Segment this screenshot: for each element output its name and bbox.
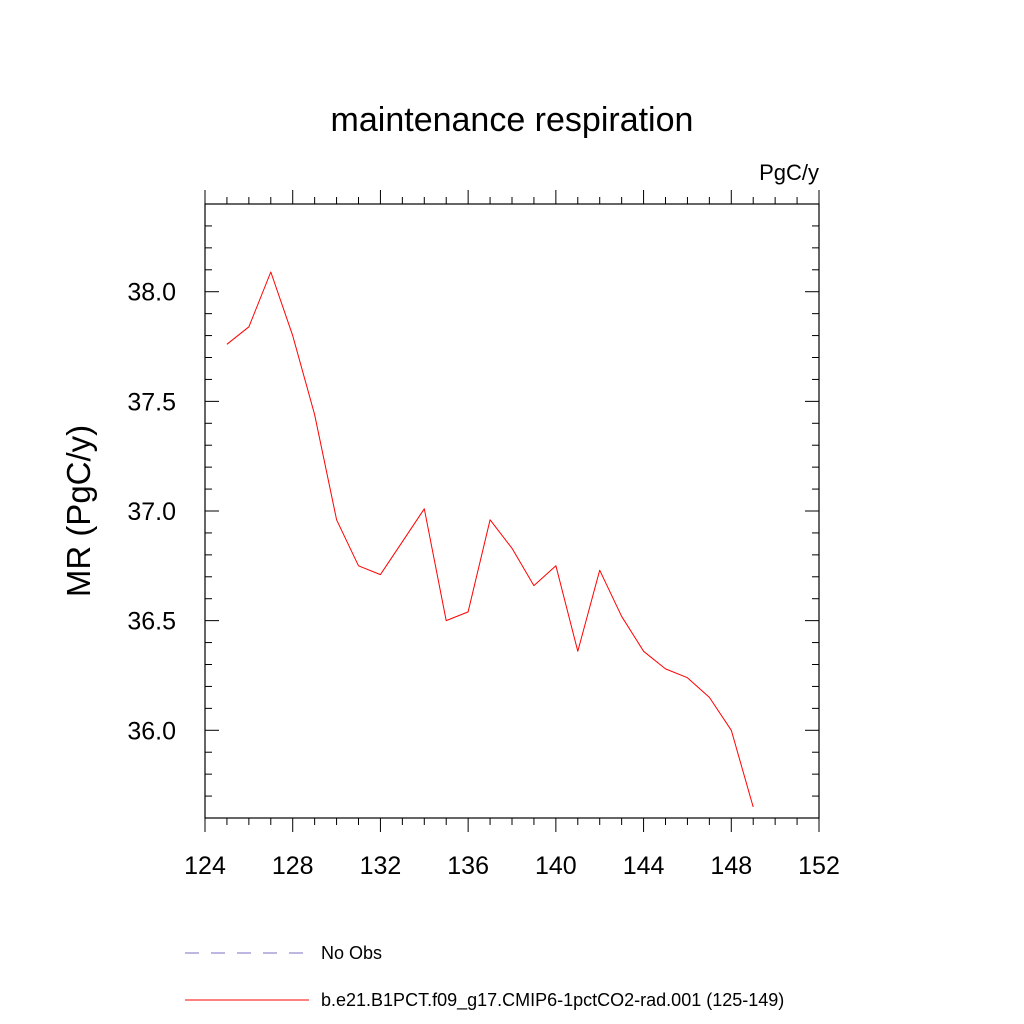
x-tick-label: 140 bbox=[535, 852, 577, 880]
legend-label-no-obs: No Obs bbox=[321, 943, 382, 963]
y-tick-label: 36.0 bbox=[127, 717, 176, 745]
series-line-1 bbox=[226, 271, 754, 808]
y-tick-label: 36.5 bbox=[127, 608, 176, 636]
x-tick-label: 128 bbox=[272, 852, 314, 880]
legend: No Obs b.e21.B1PCT.f09_g17.CMIP6-1pctCO2… bbox=[185, 943, 784, 1011]
x-tick-label: 152 bbox=[798, 852, 840, 880]
y-tick-label: 37.0 bbox=[127, 498, 176, 526]
y-tick-labels: 36.0 36.5 37.0 37.5 38.0 bbox=[127, 279, 176, 746]
x-tick-label: 124 bbox=[184, 852, 226, 880]
x-tick-label: 136 bbox=[447, 852, 489, 880]
y-axis-title: MR (PgC/y) bbox=[60, 425, 97, 597]
series-lines bbox=[226, 271, 754, 808]
legend-label-model-run: b.e21.B1PCT.f09_g17.CMIP6-1pctCO2-rad.00… bbox=[321, 990, 784, 1011]
y-tick-label: 38.0 bbox=[127, 279, 176, 307]
x-tick-label: 148 bbox=[710, 852, 752, 880]
plot-frame bbox=[204, 203, 820, 819]
units-label: PgC/y bbox=[759, 160, 819, 185]
x-tick-label: 132 bbox=[360, 852, 402, 880]
axis-ticks bbox=[204, 190, 820, 832]
chart-title: maintenance respiration bbox=[331, 101, 694, 139]
y-tick-label: 37.5 bbox=[127, 388, 176, 416]
x-tick-label: 144 bbox=[623, 852, 665, 880]
x-tick-labels: 124 128 132 136 140 144 148 152 bbox=[184, 852, 840, 880]
